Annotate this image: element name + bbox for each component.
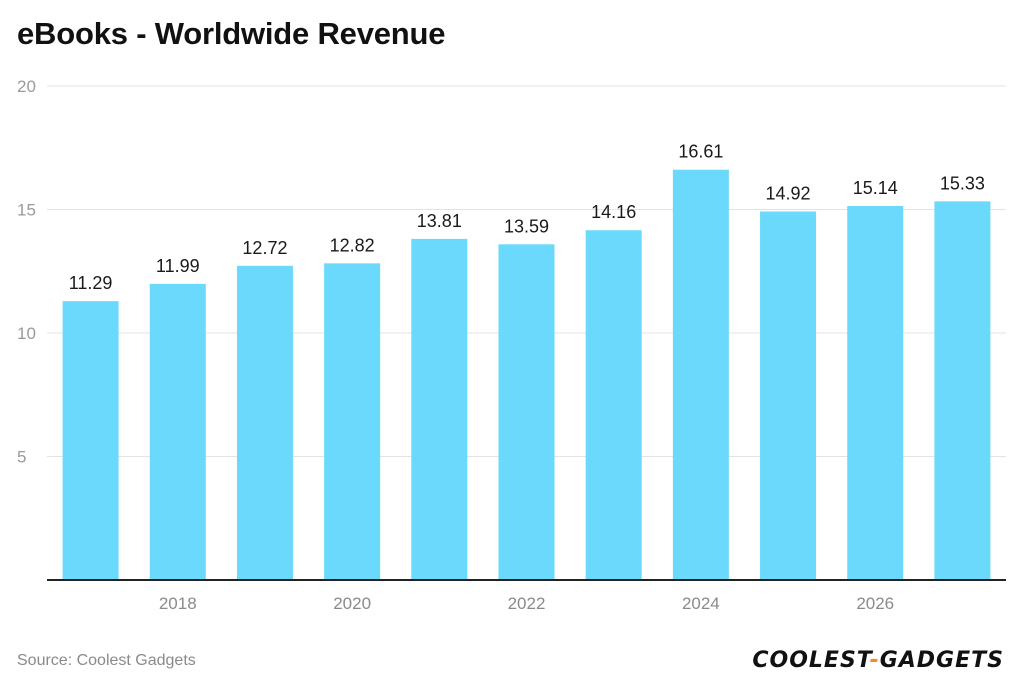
- source-note: Source: Coolest Gadgets: [17, 652, 196, 669]
- data-label-2019: 12.72: [242, 238, 287, 258]
- brand-logo-left: COOLEST: [752, 648, 870, 673]
- y-tick-label: 5: [17, 448, 26, 467]
- chart-title: eBooks - Worldwide Revenue: [17, 16, 446, 51]
- y-axis-ticks: 5 10 15 20: [17, 77, 36, 467]
- x-tick-label-2024: 2024: [682, 594, 720, 613]
- data-label-2026: 15.14: [853, 178, 898, 198]
- bars: [62, 169, 991, 581]
- data-label-2020: 12.82: [330, 235, 375, 255]
- bar-2018: [149, 283, 206, 580]
- bar-2019: [236, 265, 293, 580]
- data-label-2021: 13.81: [417, 211, 462, 231]
- bar-2026: [847, 206, 904, 581]
- bar-2020: [324, 263, 381, 580]
- x-tick-label-2020: 2020: [333, 594, 371, 613]
- bar-2021: [411, 238, 468, 580]
- bar-2024: [672, 169, 729, 580]
- data-label-2022: 13.59: [504, 216, 549, 236]
- bar-2027: [934, 201, 991, 580]
- y-tick-label: 10: [17, 324, 36, 343]
- data-labels: 11.29 11.99 12.72 12.82 13.81 13.59 14.16 16.61…: [69, 142, 985, 293]
- data-label-2025: 14.92: [766, 183, 811, 203]
- data-label-2017: 11.29: [69, 273, 113, 293]
- y-tick-label: 20: [17, 77, 36, 96]
- bar-2022: [498, 244, 555, 580]
- x-tick-label-2018: 2018: [159, 594, 197, 613]
- brand-logo-dash: -: [869, 648, 880, 673]
- bar-2017: [62, 301, 119, 580]
- bar-2025: [760, 211, 817, 580]
- x-axis-ticks: 2018 2020 2022 2024 2026: [159, 594, 894, 613]
- bar-2023: [585, 230, 642, 581]
- brand-logo-right: GADGETS: [879, 648, 1004, 673]
- data-label-2023: 14.16: [591, 202, 636, 222]
- data-label-2024: 16.61: [678, 142, 723, 162]
- data-label-2018: 11.99: [156, 256, 200, 276]
- y-tick-label: 15: [17, 201, 36, 220]
- data-label-2027: 15.33: [940, 173, 985, 193]
- brand-logo: COOLEST-GADGETS: [752, 648, 1004, 673]
- x-tick-label-2026: 2026: [856, 594, 894, 613]
- x-tick-label-2022: 2022: [508, 594, 546, 613]
